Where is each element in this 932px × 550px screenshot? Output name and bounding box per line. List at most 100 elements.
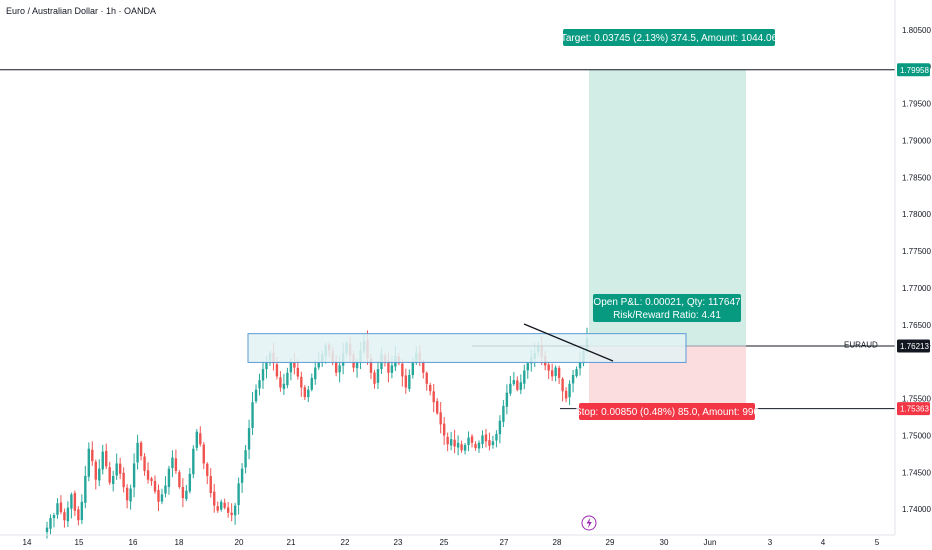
- drawings[interactable]: [0, 69, 895, 410]
- candle-body: [373, 372, 376, 384]
- time-tick-label: 28: [553, 538, 562, 547]
- price-tick-label: 1.77000: [902, 284, 931, 293]
- candle-body: [355, 361, 359, 369]
- candle-body: [240, 468, 244, 483]
- candle-body: [484, 434, 488, 442]
- entry-price-label: 1.76213: [900, 342, 929, 351]
- candle-body: [376, 369, 380, 383]
- candle-body: [105, 450, 108, 467]
- candle-body: [491, 441, 495, 446]
- candle-body: [188, 473, 192, 492]
- time-tick-label: Jun: [704, 538, 717, 547]
- candle-body: [411, 361, 415, 376]
- candle-body: [91, 449, 94, 462]
- candle-body: [571, 374, 575, 384]
- candle-body: [303, 387, 307, 398]
- candle-body: [463, 445, 467, 451]
- trendline[interactable]: [523, 323, 614, 362]
- candle-body: [561, 378, 564, 392]
- candle-body: [429, 384, 432, 392]
- time-tick-label: 30: [660, 538, 669, 547]
- candle-body: [181, 486, 185, 499]
- candle-body: [498, 420, 502, 435]
- candle-body: [94, 461, 97, 480]
- candle-body: [174, 458, 178, 471]
- candle-body: [98, 468, 101, 481]
- stop-label-box: [579, 403, 755, 420]
- candle-body: [310, 377, 313, 390]
- target-label: Target: 0.03745 (2.13%) 374.5, Amount: 1…: [561, 33, 778, 44]
- candle-body: [146, 470, 150, 480]
- candle-body: [369, 358, 373, 373]
- candle-body: [70, 494, 73, 509]
- candle-body: [470, 436, 474, 443]
- stop-label: Stop: 0.00850 (0.48%) 85.0, Amount: 990: [575, 407, 759, 418]
- candle-body: [254, 389, 258, 402]
- candle-body: [453, 439, 456, 447]
- stop-price-tag: [897, 402, 930, 416]
- entry-price-tag: [897, 339, 930, 353]
- candle-body: [435, 401, 439, 414]
- candle-body: [157, 490, 160, 502]
- candle-body: [185, 490, 188, 500]
- stop-price-label: 1.75363: [900, 405, 929, 414]
- candle-body: [502, 405, 505, 422]
- candle-body: [334, 361, 338, 373]
- candle-body: [66, 507, 70, 522]
- candle-body: [293, 362, 296, 368]
- candle-body: [258, 380, 261, 389]
- candle-body: [143, 456, 146, 471]
- candle-body: [564, 390, 568, 399]
- candle-body: [101, 451, 104, 470]
- candle-body: [77, 509, 80, 521]
- candle-body: [550, 370, 554, 377]
- time-tick-label: 20: [235, 538, 244, 547]
- candle-body: [488, 440, 491, 446]
- candle-body: [390, 365, 394, 373]
- candle-body: [118, 463, 122, 474]
- candle-body: [209, 476, 212, 493]
- candle-body: [404, 375, 408, 388]
- candle-body: [49, 518, 52, 529]
- candle-body: [456, 442, 460, 448]
- candle-body: [474, 444, 477, 448]
- candle-body: [307, 389, 310, 398]
- price-axis[interactable]: 1.805001.800001.795001.790001.785001.780…: [844, 26, 931, 514]
- time-tick-label: 29: [606, 538, 615, 547]
- time-tick-label: 14: [23, 538, 32, 547]
- candle-body: [164, 485, 167, 494]
- candle-body: [178, 472, 181, 488]
- candle-body: [505, 392, 509, 407]
- candle-body: [261, 369, 265, 381]
- price-tick-label: 1.79500: [902, 100, 931, 109]
- risk-reward-label: Risk/Reward Ratio: 4.41: [613, 310, 721, 321]
- candle-body: [122, 472, 125, 488]
- candle-body: [338, 365, 341, 373]
- time-tick-label: 23: [394, 538, 403, 547]
- bolt-icon[interactable]: [581, 515, 597, 531]
- candle-body: [286, 372, 289, 386]
- pnl-label-box: [593, 294, 741, 322]
- candle-body: [317, 361, 320, 368]
- position-labels: Target: 0.03745 (2.13%) 374.5, Amount: 1…: [561, 29, 778, 420]
- candle-body: [230, 512, 233, 516]
- candle-body: [481, 435, 484, 444]
- candle-body: [314, 367, 317, 380]
- supply-demand-zone[interactable]: [247, 333, 687, 363]
- candle-body: [300, 376, 303, 388]
- candle-body: [125, 487, 129, 501]
- time-tick-label: 27: [500, 538, 509, 547]
- time-axis[interactable]: 14 15 16 18 20 21 22 23 25 27 28 29 30 Jun 3 4 5: [23, 538, 880, 547]
- target-label-box: [563, 29, 775, 46]
- candle-body: [554, 367, 557, 377]
- candle-body: [523, 370, 526, 384]
- candle-body: [108, 467, 111, 483]
- price-tick-label: 1.78000: [902, 210, 931, 219]
- candle-body: [59, 502, 63, 513]
- time-tick-label: 3: [768, 538, 773, 547]
- candle-body: [408, 374, 411, 389]
- candle-body: [52, 515, 56, 519]
- candle-body: [202, 444, 205, 464]
